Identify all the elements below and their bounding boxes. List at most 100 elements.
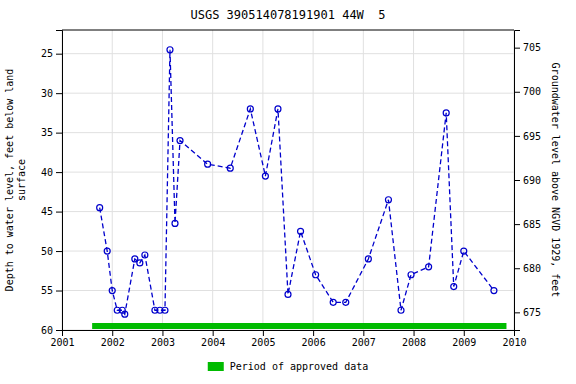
series-point: [177, 138, 183, 144]
tick-label: 55: [41, 285, 53, 296]
grid-line-y: [62, 211, 514, 212]
tick: 40: [41, 167, 62, 178]
tick-label: 2006: [302, 337, 326, 348]
series-point: [122, 311, 128, 317]
frame-top: [62, 30, 514, 31]
y2-axis-label: Groundwater level above NGVD 1929, feet: [550, 63, 561, 298]
legend-item: Period of approved data: [208, 361, 368, 372]
tick-mark: [514, 312, 520, 313]
chart: 2001200220032004200520062007200820092010…: [0, 0, 576, 384]
grid-line-x: [313, 30, 314, 330]
series-point: [247, 106, 253, 112]
series-point: [313, 272, 319, 278]
tick-mark: [514, 48, 520, 49]
axis-line: [56, 31, 63, 331]
tick: 30: [41, 88, 62, 99]
marks: [92, 47, 506, 326]
tick: 2009: [452, 330, 476, 348]
series-point: [167, 47, 173, 53]
tick-label: 25: [41, 48, 53, 59]
series-point: [162, 307, 168, 313]
tick: 50: [41, 246, 62, 257]
tick: 685: [514, 219, 541, 230]
series-point: [205, 161, 211, 167]
tick: 2005: [251, 330, 275, 348]
grid-line-y: [62, 53, 514, 54]
grid-line-x: [112, 30, 113, 330]
grid-line-x: [413, 30, 414, 330]
tick-mark: [56, 54, 62, 55]
tick: 2004: [201, 330, 225, 348]
tick-mark: [514, 92, 520, 93]
series-point: [285, 291, 291, 297]
y-axis-label: Depth to water level, feet below landsur…: [4, 69, 27, 292]
series-point: [330, 299, 336, 305]
tick-label: 675: [523, 307, 541, 318]
series-point: [227, 165, 233, 171]
tick: 2007: [352, 330, 376, 348]
tick-mark: [514, 180, 520, 181]
y-axis-label-line: surface: [16, 159, 27, 201]
tick: 690: [514, 175, 541, 186]
grid-line-x: [212, 30, 213, 330]
legend-label: Period of approved data: [230, 361, 368, 372]
tick-label: 50: [41, 246, 53, 257]
series-point: [451, 284, 457, 290]
legend-swatch: [208, 362, 224, 371]
tick-label: 2003: [151, 337, 175, 348]
title: USGS 390514078191901 44W 5: [190, 8, 385, 22]
tick-label: 2005: [251, 337, 275, 348]
grid-line-y: [62, 172, 514, 173]
y2-axis: 705700695690685680675: [514, 31, 541, 331]
tick-mark: [263, 330, 264, 336]
series-point: [262, 173, 268, 179]
series-line: [100, 50, 494, 314]
tick: 2002: [101, 330, 125, 348]
tick-mark: [112, 330, 113, 336]
tick-mark: [213, 330, 214, 336]
approved-period-bar: [92, 323, 506, 329]
tick: 55: [41, 285, 62, 296]
y-axis-label-line: Depth to water level, feet below land: [4, 69, 15, 292]
tick-mark: [162, 330, 163, 336]
series-point: [491, 288, 497, 294]
x-axis: 2001200220032004200520062007200820092010: [50, 330, 526, 348]
tick-label: 700: [523, 86, 541, 97]
tick-label: 2007: [352, 337, 376, 348]
tick: 695: [514, 131, 541, 142]
tick-mark: [56, 93, 62, 94]
tick: 2001: [50, 330, 74, 348]
tick-label: 2008: [402, 337, 426, 348]
grid-line-x: [363, 30, 364, 330]
grid-line-y: [62, 132, 514, 133]
series-point: [408, 272, 414, 278]
series-point: [137, 260, 143, 266]
tick: 35: [41, 127, 62, 138]
tick-label: 690: [523, 175, 541, 186]
tick-label: 2001: [50, 337, 74, 348]
axis-line: [63, 331, 515, 337]
tick: 2006: [302, 330, 326, 348]
tick: 25: [41, 48, 62, 59]
tick-label: 2009: [452, 337, 476, 348]
tick: 2008: [402, 330, 426, 348]
tick-label: 30: [41, 88, 53, 99]
tick-mark: [514, 268, 520, 269]
tick-mark: [56, 291, 62, 292]
tick-mark: [514, 224, 520, 225]
tick-mark: [464, 330, 465, 336]
grid-line-y: [62, 251, 514, 252]
tick-mark: [363, 330, 364, 336]
series-point: [97, 205, 103, 211]
tick: 700: [514, 86, 541, 97]
tick-mark: [313, 330, 314, 336]
series-point: [365, 256, 371, 262]
series-point: [298, 228, 304, 234]
grid-line-x: [262, 30, 263, 330]
series-point: [109, 288, 115, 294]
tick-mark: [414, 330, 415, 336]
grid-line-x: [463, 30, 464, 330]
axis-line: [515, 31, 521, 331]
tick-label: 40: [41, 167, 53, 178]
series-point: [385, 197, 391, 203]
